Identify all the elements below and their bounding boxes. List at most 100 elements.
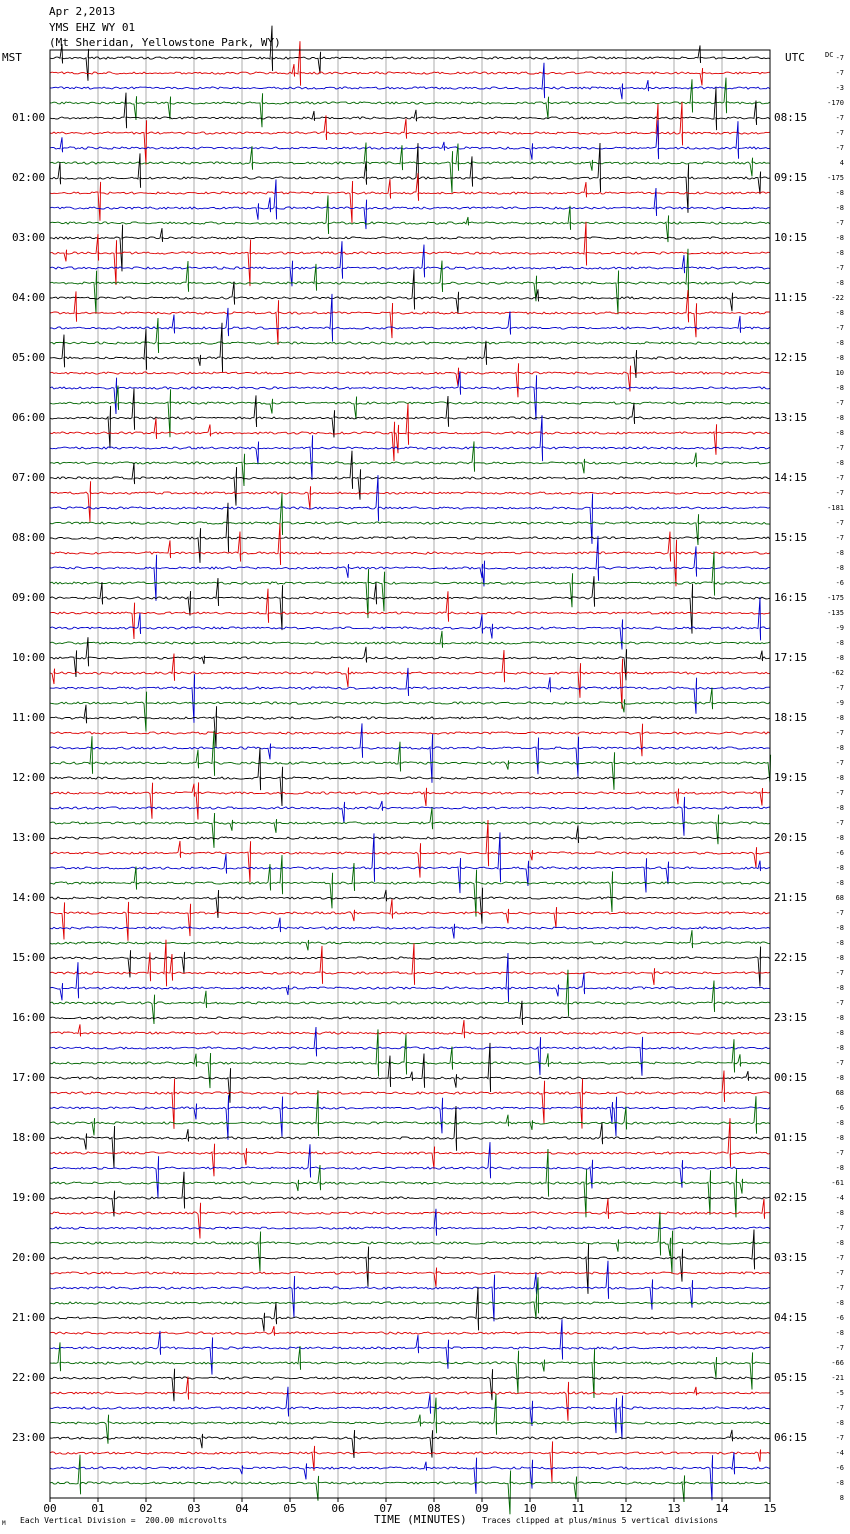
dc-offset-label: -7 bbox=[835, 489, 844, 497]
seismic-trace bbox=[49, 969, 771, 1025]
mst-hour-label: 12:00 bbox=[12, 771, 46, 784]
dc-offset-label: -7 bbox=[835, 144, 844, 152]
dc-offset-label: 68 bbox=[835, 1089, 844, 1097]
dc-offset-label: -7 bbox=[835, 264, 844, 272]
seismic-traces bbox=[49, 25, 772, 1515]
dc-offset-label: -8 bbox=[835, 309, 844, 317]
seismic-trace bbox=[49, 1260, 771, 1322]
seismic-trace bbox=[49, 1368, 771, 1402]
dc-offset-label: -6 bbox=[835, 1314, 844, 1322]
dc-offset-label: -8 bbox=[835, 1164, 844, 1172]
station-location: (Mt Sheridan, Yellowstone Park, WY) bbox=[49, 36, 281, 49]
seismic-trace bbox=[49, 747, 771, 807]
seismic-trace bbox=[49, 195, 771, 243]
dc-offset-label: -7 bbox=[835, 399, 844, 407]
mst-hour-label: 11:00 bbox=[12, 711, 46, 724]
dc-offset-label: -7 bbox=[835, 789, 844, 797]
dc-offset-label: -8 bbox=[835, 1119, 844, 1127]
seismic-trace bbox=[49, 807, 771, 848]
seismic-trace bbox=[49, 1208, 771, 1236]
utc-hour-label: 05:15 bbox=[774, 1371, 808, 1384]
seismic-trace bbox=[49, 1386, 771, 1440]
dc-offset-label: -7 bbox=[835, 759, 844, 767]
dc-offset-label: -4 bbox=[835, 1449, 844, 1457]
seismic-trace bbox=[49, 782, 771, 820]
dc-offset-label: -7 bbox=[835, 69, 844, 77]
dc-offset-label: -170 bbox=[827, 99, 844, 107]
x-tick-label: 07 bbox=[379, 1502, 392, 1515]
dc-offset-label: -8 bbox=[835, 984, 844, 992]
utc-hour-label: 02:15 bbox=[774, 1191, 808, 1204]
seismic-trace bbox=[49, 730, 772, 790]
seismic-trace bbox=[49, 1070, 771, 1129]
x-tick-label: 11 bbox=[571, 1502, 584, 1515]
seismic-trace bbox=[49, 1148, 771, 1218]
mst-hour-label: 08:00 bbox=[12, 531, 46, 544]
seismic-trace bbox=[49, 588, 771, 640]
seismic-trace bbox=[49, 522, 771, 587]
dc-offset-label: -6 bbox=[835, 1464, 844, 1472]
seismic-trace bbox=[49, 667, 770, 723]
dc-offset-label: 8 bbox=[839, 1494, 844, 1502]
x-tick-label: 13 bbox=[667, 1502, 680, 1515]
dc-offset-label: -8 bbox=[835, 1329, 844, 1337]
seismic-trace bbox=[49, 930, 771, 951]
seismic-trace bbox=[49, 77, 771, 128]
mst-hour-label: 22:00 bbox=[12, 1371, 46, 1384]
mst-hour-label: 19:00 bbox=[12, 1191, 46, 1204]
utc-hour-label: 13:15 bbox=[774, 411, 808, 424]
seismic-trace bbox=[49, 241, 771, 287]
seismic-trace bbox=[49, 142, 771, 213]
dc-offset-label: -7 bbox=[835, 474, 844, 482]
utc-hour-label: 09:15 bbox=[774, 171, 808, 184]
utc-hour-label: 04:15 bbox=[774, 1311, 808, 1324]
dc-offset-label: -8 bbox=[835, 774, 844, 782]
dc-offset-label: -8 bbox=[835, 1134, 844, 1142]
record-date: Apr 2,2013 bbox=[49, 5, 116, 18]
dc-offset-label: -8 bbox=[835, 354, 844, 362]
utc-hour-label: 17:15 bbox=[774, 651, 808, 664]
x-tick-label: 08 bbox=[427, 1502, 440, 1515]
utc-hour-label: 03:15 bbox=[774, 1251, 808, 1264]
dc-offset-label: -61 bbox=[831, 1179, 844, 1187]
seismic-trace bbox=[49, 317, 771, 354]
dc-offset-label: -7 bbox=[835, 1149, 844, 1157]
seismic-trace bbox=[49, 441, 771, 487]
mst-hour-label: 02:00 bbox=[12, 171, 46, 184]
seismic-trace bbox=[49, 25, 771, 81]
dc-offset-label: -8 bbox=[835, 864, 844, 872]
seismic-trace bbox=[49, 1198, 770, 1239]
seismic-trace bbox=[49, 1229, 771, 1294]
dc-offset-label: -8 bbox=[835, 939, 844, 947]
seismic-trace bbox=[49, 1441, 771, 1483]
mst-hour-label: 18:00 bbox=[12, 1131, 46, 1144]
dc-offset-label: -7 bbox=[835, 729, 844, 737]
dc-offset-label: -9 bbox=[835, 624, 844, 632]
dc-offset-label: -175 bbox=[827, 594, 844, 602]
seismic-trace bbox=[49, 1286, 771, 1332]
dc-offset-label: -8 bbox=[835, 1209, 844, 1217]
dc-offset-label: -8 bbox=[835, 429, 844, 437]
x-tick-label: 04 bbox=[235, 1502, 249, 1515]
seismic-trace bbox=[49, 1325, 771, 1336]
dc-offset-label: -7 bbox=[835, 1224, 844, 1232]
seismic-trace bbox=[49, 946, 771, 987]
seismic-trace bbox=[49, 493, 771, 546]
dc-offset-label: -8 bbox=[835, 654, 844, 662]
dc-offset-label: -8 bbox=[835, 1044, 844, 1052]
seismic-trace bbox=[49, 819, 771, 883]
utc-hour-label: 18:15 bbox=[774, 711, 808, 724]
seismic-trace bbox=[49, 1020, 771, 1039]
dc-offset-label: -9 bbox=[835, 699, 844, 707]
seismic-trace bbox=[49, 898, 771, 941]
x-tick-label: 00 bbox=[43, 1502, 56, 1515]
seismic-trace bbox=[49, 1211, 771, 1274]
dc-offset-label: -8 bbox=[835, 639, 844, 647]
seismic-trace bbox=[49, 371, 771, 420]
seismic-trace bbox=[49, 630, 771, 648]
seismic-trace bbox=[49, 1429, 771, 1459]
seismic-trace bbox=[49, 415, 771, 480]
mst-hour-label: 13:00 bbox=[12, 831, 46, 844]
mst-hour-label: 14:00 bbox=[12, 891, 46, 904]
dc-offset-label: -7 bbox=[835, 1404, 844, 1412]
